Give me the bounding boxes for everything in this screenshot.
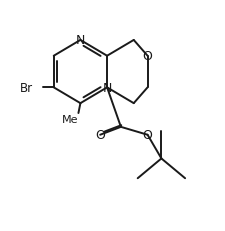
Text: O: O: [95, 129, 105, 142]
Text: Me: Me: [62, 114, 79, 125]
Text: Br: Br: [20, 82, 33, 94]
Text: N: N: [102, 82, 111, 94]
Text: O: O: [142, 129, 152, 142]
Text: O: O: [142, 50, 152, 63]
Text: N: N: [75, 34, 85, 47]
